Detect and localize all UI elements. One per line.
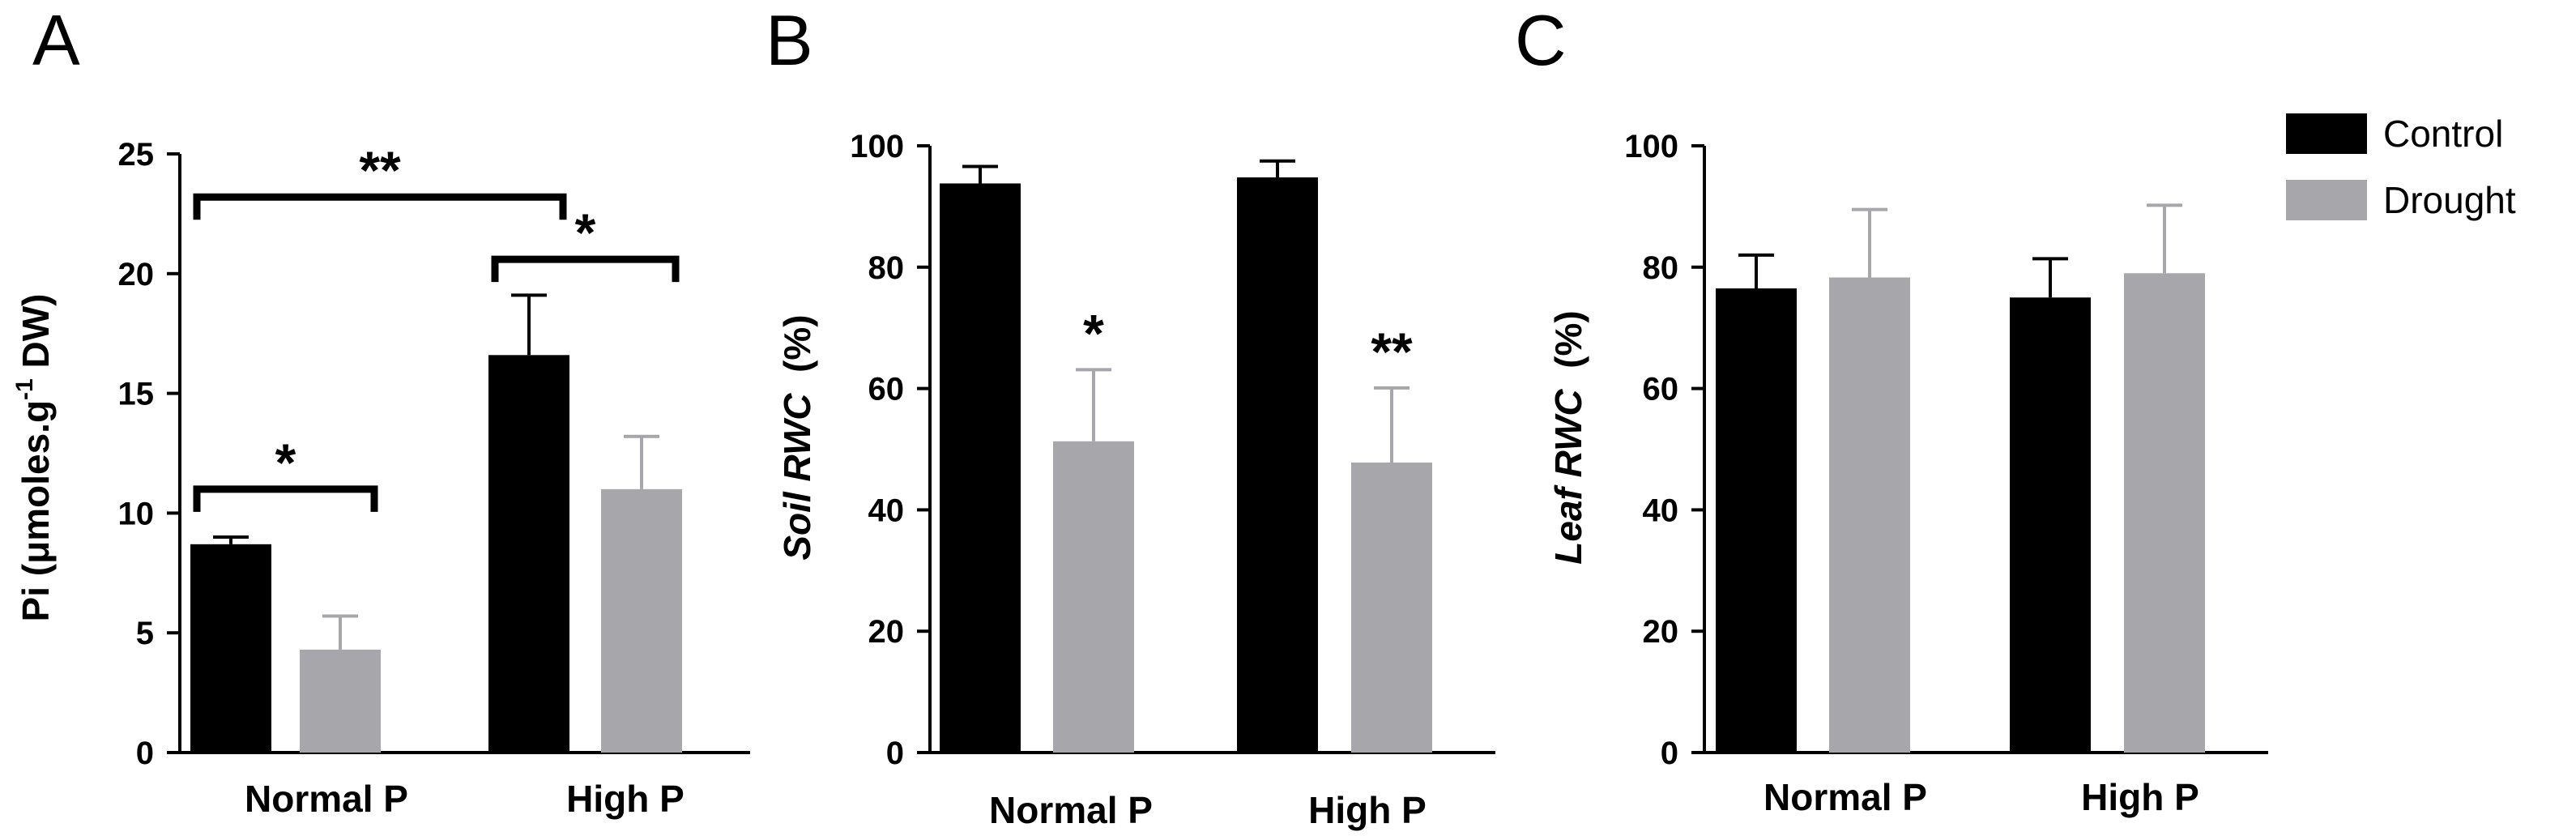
panel-c-category-label: Normal P	[1764, 776, 1927, 818]
panel-c-bars	[1716, 203, 2205, 753]
panel-a-annotations: ****	[193, 140, 680, 512]
panel-b-annotations: * **	[1083, 303, 1413, 381]
legend-label-control: Control	[2383, 113, 2503, 155]
y-tick-label: 100	[1624, 129, 1678, 164]
significance-bracket	[491, 255, 680, 283]
panel-a-ylabel-part-2: μ	[15, 541, 57, 564]
panel-c-ylabel-italic: Leaf RWC	[1547, 389, 1589, 565]
panel-a-y-ticks: 0 5 10 15 20 25	[118, 137, 180, 771]
y-tick-label: 40	[1643, 493, 1679, 528]
y-tick-label: 25	[118, 137, 155, 173]
significance-label: **	[359, 140, 401, 200]
panel-c-y-axis-label: Leaf RWC (%)	[1547, 310, 1589, 565]
significance-bracket	[193, 485, 378, 512]
y-tick-label: 80	[1643, 250, 1679, 286]
bar-drought	[300, 649, 381, 753]
bar-control	[1716, 288, 1797, 753]
panel-a-ylabel-part-1: Pi (	[15, 563, 57, 621]
y-tick-label: 60	[1643, 372, 1679, 407]
panel-c: C Leaf RWC (%) 0 20 40 60 80 100 Normal P Hig…	[1515, 0, 2268, 818]
panel-a-category-label: High P	[566, 778, 685, 820]
panel-a-bars	[190, 293, 682, 753]
y-tick-label: 5	[136, 616, 154, 651]
y-tick-label: 80	[868, 250, 905, 286]
y-tick-label: 20	[1643, 614, 1679, 650]
significance-bracket	[193, 193, 567, 220]
panel-a-y-axis-label: Pi (μmoles.g-1 DW)	[11, 294, 57, 622]
panel-b-y-ticks: 0 20 40 60 80 100	[850, 129, 930, 771]
panel-a-letter: A	[32, 0, 80, 80]
panel-c-ylabel-unit: (%)	[1547, 310, 1589, 389]
panel-c-category-label: High P	[2081, 776, 2199, 818]
panel-b-category-label: High P	[1308, 789, 1427, 831]
bar-control	[940, 183, 1021, 753]
panel-b-letter: B	[766, 0, 813, 80]
y-tick-label: 0	[136, 736, 154, 771]
panel-b-category-label: Normal P	[989, 789, 1153, 831]
panel-c-y-ticks: 0 20 40 60 80 100	[1624, 129, 1704, 771]
y-tick-label: 60	[868, 372, 905, 407]
bar-control	[1237, 177, 1318, 753]
bar-drought	[2124, 273, 2205, 753]
y-tick-label: 0	[886, 736, 904, 771]
significance-label: *	[1083, 303, 1104, 363]
y-tick-label: 40	[868, 493, 905, 528]
bar-drought	[601, 488, 682, 753]
panel-a-ylabel-superscript: -1	[11, 378, 38, 400]
y-tick-label: 15	[118, 377, 155, 412]
panel-a-category-label: Normal P	[245, 778, 408, 820]
bar-control	[190, 544, 271, 753]
bar-drought	[1053, 441, 1134, 753]
panel-a-ylabel-part-3: moles.g	[15, 400, 57, 541]
significance-label: **	[1371, 322, 1413, 382]
bar-drought	[1351, 462, 1432, 753]
y-tick-label: 20	[868, 614, 905, 650]
legend: Control Drought	[2286, 113, 2516, 221]
y-tick-label: 10	[118, 496, 155, 531]
panel-b-bars	[940, 159, 1432, 753]
bar-control	[2010, 297, 2091, 753]
y-tick-label: 0	[1661, 736, 1678, 771]
panel-b-y-axis-label: Soil RWC (%)	[776, 314, 818, 560]
panel-b-ylabel-italic: Soil RWC	[776, 393, 818, 561]
y-tick-label: 100	[850, 129, 904, 164]
significance-label: *	[275, 433, 296, 493]
bar-control	[488, 355, 569, 753]
panel-c-letter: C	[1515, 0, 1567, 80]
legend-swatch-control	[2286, 113, 2367, 154]
significance-label: *	[575, 203, 596, 262]
legend-label-drought: Drought	[2383, 179, 2516, 221]
y-tick-label: 20	[118, 257, 155, 292]
panel-b-ylabel-unit: (%)	[776, 314, 818, 393]
bar-drought	[1829, 277, 1910, 753]
legend-swatch-drought	[2286, 180, 2367, 220]
panel-a-ylabel-part-5: DW)	[15, 294, 57, 379]
